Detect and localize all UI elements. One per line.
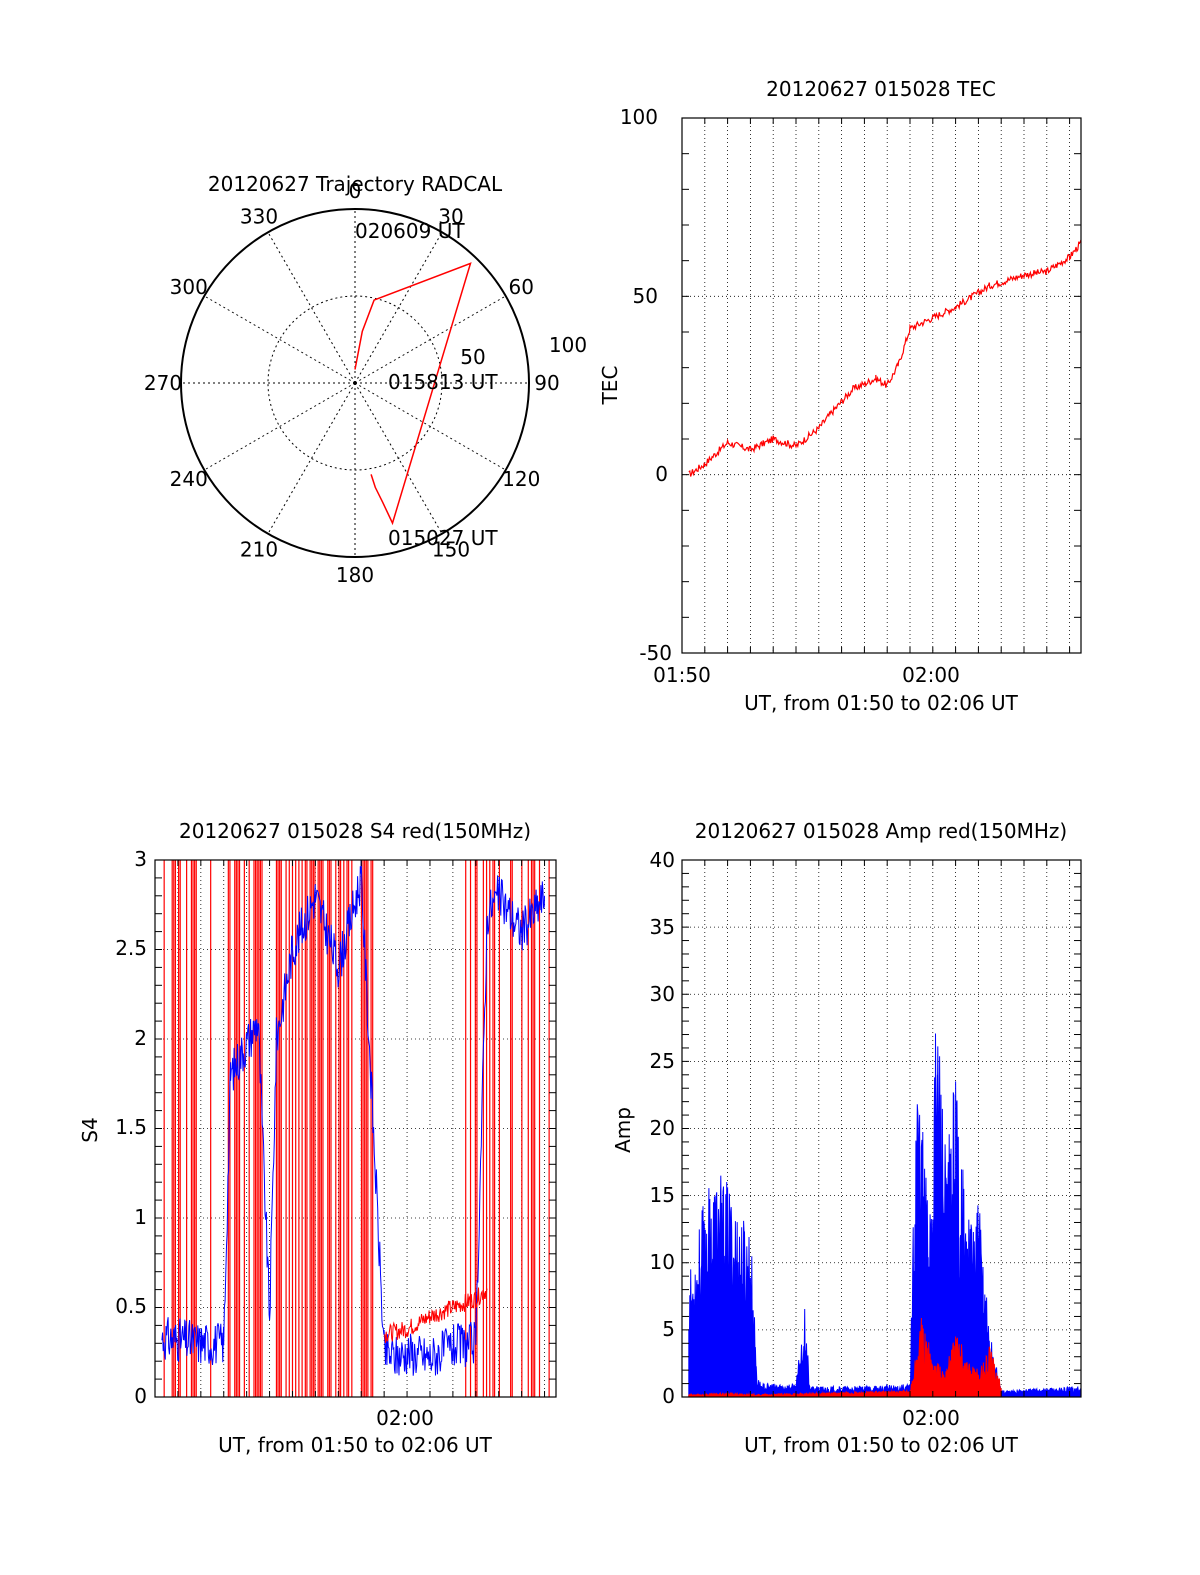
polar-angle-label: 300 [170, 275, 208, 299]
amp-ytick-5: 5 [662, 1317, 675, 1341]
s4-ytick-2.5: 2.5 [115, 936, 147, 960]
s4-red-series-line [383, 1287, 488, 1343]
tec-axes-frame [681, 117, 1082, 654]
tec-xtick-0200: 02:00 [902, 663, 960, 687]
polar-angle-label: 120 [502, 467, 540, 491]
amp-red-series-area [688, 1317, 1002, 1398]
polar-spokes [181, 209, 529, 557]
polar-angle-label: 90 [534, 371, 559, 395]
polar-title: 20120627 Trajectory RADCAL [208, 172, 503, 196]
s4-xtick-0200: 02:00 [376, 1406, 434, 1430]
polar-angle-label: 60 [509, 275, 534, 299]
tec-series-line [688, 239, 1082, 477]
polar-spoke [354, 382, 443, 534]
amp-ytick-30: 30 [650, 982, 675, 1006]
polar-angle-label: 330 [240, 205, 278, 229]
polar-angle-label: 30 [438, 205, 463, 229]
s4-ticks [154, 859, 556, 1398]
amp-blue-series-area [688, 1033, 1082, 1398]
s4-ytick-2: 2 [134, 1026, 147, 1050]
polar-annotation-start-time: 015027 UT [388, 526, 498, 550]
s4-ytick-1.5: 1.5 [115, 1115, 147, 1139]
s4-ytick-0.5: 0.5 [115, 1294, 147, 1318]
polar-spoke [354, 232, 443, 384]
polar-spoke [204, 295, 356, 384]
amp-ytick-10: 10 [650, 1250, 675, 1274]
tec-grid [682, 118, 1081, 653]
tec-ylabel: TEC [598, 366, 622, 406]
polar-angle-label: 270 [144, 371, 182, 395]
polar-angle-label: 150 [432, 537, 470, 561]
amp-ytick-25: 25 [650, 1049, 675, 1073]
polar-annotation-end-time: 020609 UT [355, 219, 465, 243]
polar-outer-circle [180, 208, 530, 558]
s4-xlabel: UT, from 01:50 to 02:06 UT [218, 1433, 493, 1457]
polar-angle-label: 180 [336, 563, 374, 587]
tec-title: 20120627 015028 TEC [766, 77, 996, 101]
polar-angle-labels: 0 30 60 90 120 150 180 210 240 270 300 330 [144, 179, 560, 587]
amp-ytick-20: 20 [650, 1116, 675, 1140]
polar-angle-label: 0 [349, 179, 362, 203]
tec-xtick-0150: 01:50 [653, 663, 711, 687]
amp-title: 20120627 015028 Amp red(150MHz) [695, 819, 1067, 843]
amp-xlabel: UT, from 01:50 to 02:06 UT [744, 1433, 1019, 1457]
s4-ylabel: S4 [78, 1117, 102, 1142]
polar-trajectory-line [354, 262, 472, 526]
tec-ytick-100: 100 [620, 105, 658, 129]
polar-angle-label: 240 [170, 467, 208, 491]
s4-blue-series-line [161, 859, 545, 1376]
amp-ytick-35: 35 [650, 915, 675, 939]
s4-axes-frame [154, 859, 557, 1398]
polar-annotation-mid-time: 015813 UT [388, 370, 498, 394]
polar-spoke [267, 382, 356, 534]
polar-trajectory-panel: 20120627 Trajectory RADCAL 0 30 60 90 120 150… [144, 172, 587, 587]
s4-ytick-1: 1 [134, 1205, 147, 1229]
polar-spoke [354, 295, 506, 384]
amp-ytick-40: 40 [650, 848, 675, 872]
tec-panel: 20120627 015028 TEC 100 50 0 -50 01:50 0… [598, 77, 1082, 715]
polar-spoke [267, 232, 356, 384]
amp-ytick-15: 15 [650, 1183, 675, 1207]
polar-radius-label-100: 100 [549, 333, 587, 357]
tec-xlabel: UT, from 01:50 to 02:06 UT [744, 691, 1019, 715]
s4-title: 20120627 015028 S4 red(150MHz) [179, 819, 531, 843]
amp-xtick-0200: 02:00 [902, 1406, 960, 1430]
amp-ytick-0: 0 [662, 1384, 675, 1408]
polar-angle-label: 210 [240, 537, 278, 561]
amp-panel: 20120627 015028 Amp red(150MHz) 0 5 10 1… [611, 819, 1082, 1457]
s4-ytick-3: 3 [134, 847, 147, 871]
polar-spoke [204, 382, 356, 471]
s4-panel: 20120627 015028 S4 red(150MHz) 0 0.5 1 1… [78, 819, 557, 1457]
tec-ytick-50: 50 [633, 284, 658, 308]
tec-ytick-0: 0 [655, 462, 668, 486]
polar-radius-label-50: 50 [460, 345, 485, 369]
tec-ytick-minus50: -50 [639, 641, 672, 665]
s4-ytick-0: 0 [134, 1384, 147, 1408]
amp-ylabel: Amp [611, 1107, 635, 1153]
polar-spoke [354, 382, 506, 471]
amp-axes-frame [681, 859, 1082, 1398]
amp-ticks [681, 859, 1081, 1398]
